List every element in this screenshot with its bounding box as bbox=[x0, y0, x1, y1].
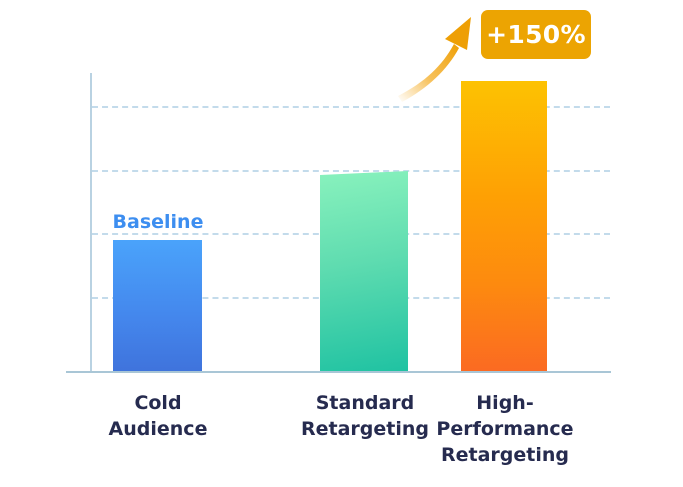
category-label-high-performance-retargeting: High- Performance Retargeting bbox=[432, 390, 578, 468]
category-label-standard-retargeting: Standard Retargeting bbox=[300, 390, 430, 442]
bar-cold-audience bbox=[113, 240, 202, 372]
label-line: Performance bbox=[436, 418, 574, 440]
y-axis bbox=[90, 73, 92, 373]
label-line: High- bbox=[476, 392, 534, 414]
uplift-badge: +150% bbox=[481, 10, 591, 59]
baseline-annotation: Baseline bbox=[112, 211, 204, 233]
bar-high-performance-retargeting bbox=[461, 81, 547, 372]
label-line: Cold bbox=[134, 392, 182, 414]
label-line: Audience bbox=[108, 418, 208, 440]
category-label-cold-audience: Cold Audience bbox=[88, 390, 228, 442]
gridline-1 bbox=[92, 106, 610, 108]
gridline-2 bbox=[92, 170, 610, 172]
label-line: Retargeting bbox=[301, 418, 429, 440]
label-line: Standard bbox=[315, 392, 415, 414]
bar-standard-retargeting bbox=[320, 171, 408, 372]
label-line: Retargeting bbox=[441, 444, 569, 466]
x-axis bbox=[66, 371, 611, 373]
trend-up-arrow-icon bbox=[398, 17, 471, 102]
